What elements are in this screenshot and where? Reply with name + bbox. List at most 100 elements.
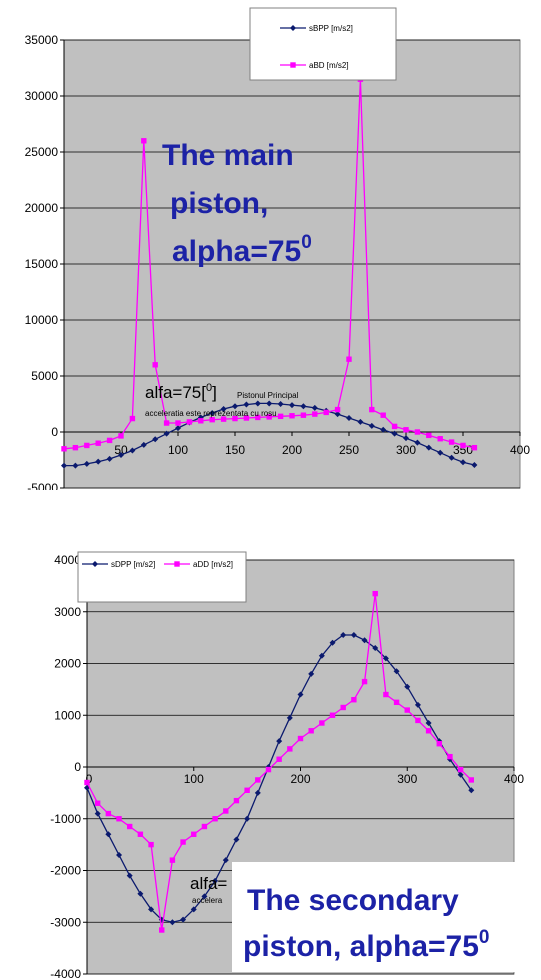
- legend-label-abd: aBD [m/s2]: [309, 61, 349, 70]
- overlay-title-line: alpha=750: [172, 232, 312, 268]
- data-point: [243, 415, 250, 421]
- data-point: [468, 777, 474, 783]
- data-point: [277, 413, 284, 420]
- data-point: [308, 670, 315, 677]
- data-point: [232, 415, 238, 422]
- data-point: [255, 414, 261, 421]
- data-point: [346, 415, 352, 421]
- data-point: [212, 877, 219, 884]
- legend-label-sdpp: sDPP [m/s2]: [111, 560, 155, 569]
- legend-marker: [290, 62, 296, 68]
- data-point: [127, 823, 133, 830]
- y-tick-label: -2000: [50, 864, 81, 878]
- data-point: [233, 836, 240, 843]
- inner-small-label: Pistonul Principal: [237, 391, 299, 400]
- data-point: [372, 590, 378, 597]
- data-point: [186, 419, 193, 425]
- x-tick-label: 300: [396, 443, 416, 457]
- data-point: [404, 707, 410, 713]
- data-point: [180, 916, 187, 923]
- data-point: [403, 435, 409, 442]
- overlay-title-line: The main: [162, 139, 294, 172]
- inner-alfa-close: ]: [212, 383, 217, 402]
- data-point: [414, 439, 421, 446]
- inner-caption: accelera: [192, 896, 223, 905]
- data-point: [382, 655, 389, 662]
- data-point: [276, 756, 282, 762]
- data-point: [471, 462, 478, 469]
- data-point: [141, 138, 147, 144]
- data-point: [391, 430, 398, 437]
- data-point: [83, 460, 90, 467]
- x-tick-label: 0: [86, 772, 93, 786]
- data-point: [209, 416, 215, 423]
- data-point: [447, 753, 453, 760]
- y-tick-label: 15000: [25, 257, 59, 271]
- data-point: [244, 815, 251, 822]
- data-point: [126, 872, 133, 879]
- y-tick-label: 3000: [54, 605, 81, 619]
- y-tick-label: -3000: [50, 915, 81, 929]
- overlay-superscript: 0: [479, 927, 490, 948]
- y-tick-label: 0: [74, 760, 81, 774]
- data-point: [297, 691, 304, 698]
- data-point: [346, 356, 352, 362]
- data-point: [323, 409, 329, 416]
- legend-label-sbpp: sBPP [m/s2]: [309, 24, 353, 33]
- data-point: [436, 741, 442, 747]
- data-point: [72, 462, 79, 469]
- data-point: [368, 422, 375, 429]
- data-point: [425, 728, 432, 734]
- data-point: [175, 425, 181, 432]
- legend-marker: [290, 25, 296, 31]
- x-tick-label: 200: [282, 443, 302, 457]
- y-tick-label: 1000: [54, 708, 81, 722]
- data-point: [163, 430, 170, 437]
- data-point: [105, 810, 112, 817]
- overlay-title-line: piston,: [170, 187, 268, 220]
- data-point: [244, 787, 250, 793]
- data-point: [84, 442, 90, 449]
- data-point: [209, 409, 216, 416]
- data-point: [169, 919, 176, 926]
- data-point: [318, 652, 325, 659]
- inner-alfa-label: alfa=: [190, 874, 227, 893]
- overlay-title-line: The secondary: [247, 884, 459, 917]
- secondary-piston-chart: -4000-3000-2000-100001000200030004000100…: [50, 551, 538, 980]
- data-point: [277, 401, 284, 407]
- y-tick-label: 25000: [25, 145, 59, 159]
- data-point: [169, 857, 176, 863]
- y-tick-label: 4000: [54, 553, 81, 567]
- data-point: [220, 406, 227, 413]
- data-point: [457, 766, 464, 773]
- data-point: [380, 412, 386, 418]
- overlay-backdrop: [232, 862, 538, 972]
- x-tick-label: 300: [397, 772, 417, 786]
- data-point: [460, 459, 466, 466]
- data-point: [175, 420, 181, 426]
- data-point: [369, 406, 375, 413]
- data-point: [297, 735, 304, 742]
- y-tick-label: 35000: [25, 33, 59, 47]
- data-point: [340, 704, 346, 711]
- data-point: [415, 717, 421, 724]
- data-point: [94, 810, 101, 817]
- data-point: [106, 437, 113, 444]
- x-tick-label: 100: [184, 772, 204, 786]
- data-point: [276, 738, 283, 745]
- legend-label-add: aDD [m/s2]: [193, 560, 233, 569]
- data-point: [286, 714, 293, 721]
- data-point: [457, 771, 464, 778]
- data-point: [118, 433, 124, 439]
- data-point: [266, 400, 273, 407]
- data-point: [425, 444, 432, 451]
- data-point: [403, 427, 409, 433]
- data-point: [116, 816, 122, 822]
- legend-marker: [92, 561, 98, 567]
- data-point: [233, 797, 240, 804]
- data-point: [94, 800, 101, 806]
- data-point: [393, 668, 400, 675]
- legend-box: [249, 7, 397, 81]
- data-point: [351, 697, 357, 703]
- data-point: [471, 444, 478, 451]
